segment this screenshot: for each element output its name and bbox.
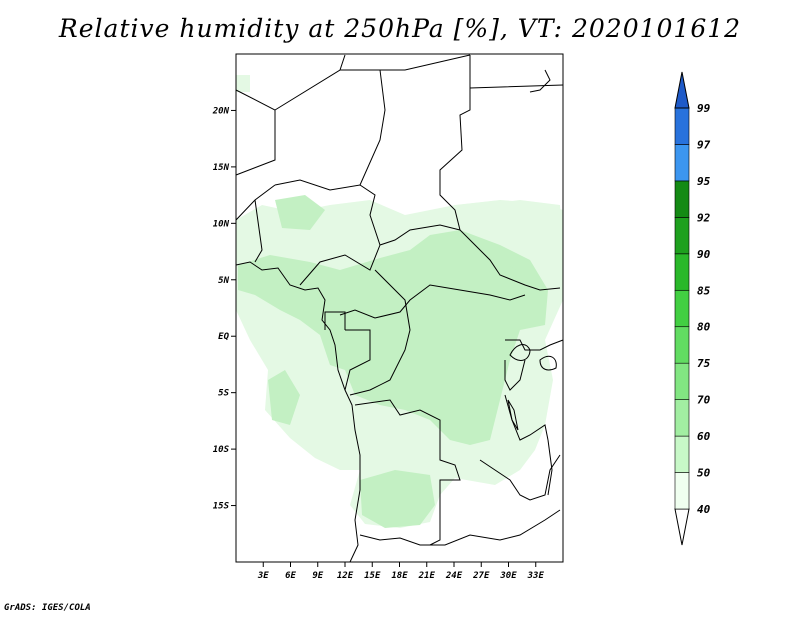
colorbar-label: 95	[697, 175, 711, 188]
colorbar-label: 70	[697, 394, 711, 407]
colorbar-label: 97	[697, 138, 711, 151]
colorbar-segment	[674, 144, 690, 182]
colorbar-label: 40	[697, 503, 711, 516]
lat-label: EQ	[218, 332, 229, 342]
colorbar-label: 50	[697, 467, 711, 480]
colorbar-label: 92	[697, 211, 711, 224]
colorbar-segment	[674, 253, 690, 291]
colorbar-label: 90	[697, 248, 711, 261]
lon-label: 21E	[418, 571, 436, 581]
lon-label: 24E	[445, 571, 463, 581]
lat-label: 10N	[213, 219, 230, 229]
colorbar-segment	[674, 107, 690, 145]
lon-label: 33E	[527, 571, 545, 581]
lon-label: 27E	[472, 571, 490, 581]
colorbar-label: 75	[697, 357, 711, 370]
country-borders	[235, 54, 564, 563]
colorbar-label: 99	[697, 102, 711, 115]
colorbar: 99 97 95 92 90 85 80 75 70 60 50 40	[674, 71, 711, 546]
lat-label: 20N	[212, 106, 230, 116]
colorbar-segment	[674, 180, 690, 218]
colorbar-segment	[674, 326, 690, 364]
longitude-axis: 3E 6E 9E 12E 15E 18E 21E 24E 27E 30E 33E	[257, 562, 545, 581]
lon-label: 15E	[364, 571, 381, 581]
lat-label: 15N	[213, 163, 230, 173]
lon-label: 6E	[285, 571, 296, 581]
lon-label: 12E	[337, 571, 354, 581]
lat-label: 5S	[218, 389, 229, 399]
colorbar-max-arrow	[674, 71, 690, 109]
colorbar-label: 85	[697, 284, 711, 297]
credit-text: GrADS: IGES/COLA	[4, 603, 91, 613]
colorbar-segment	[674, 472, 690, 510]
latitude-axis: 20N 15N 10N 5N EQ 5S 10S 15S	[212, 106, 236, 512]
colorbar-label: 60	[697, 430, 711, 443]
humidity-field	[236, 75, 563, 528]
lon-label: 9E	[312, 571, 323, 581]
lat-label: 15S	[213, 502, 230, 512]
lat-label: 5N	[218, 276, 229, 286]
colorbar-segment	[674, 435, 690, 473]
colorbar-segment	[674, 362, 690, 400]
colorbar-segment	[674, 289, 690, 328]
colorbar-segment	[674, 217, 690, 255]
lon-label: 30E	[499, 571, 517, 581]
colorbar-segment	[674, 399, 690, 437]
chart-title: Relative humidity at 250hPa [%], VT: 202…	[58, 14, 742, 43]
lon-label: 3E	[257, 571, 269, 581]
lat-label: 10S	[213, 445, 230, 455]
colorbar-label: 80	[697, 321, 711, 334]
lon-label: 18E	[391, 571, 408, 581]
colorbar-min-arrow	[674, 508, 690, 546]
